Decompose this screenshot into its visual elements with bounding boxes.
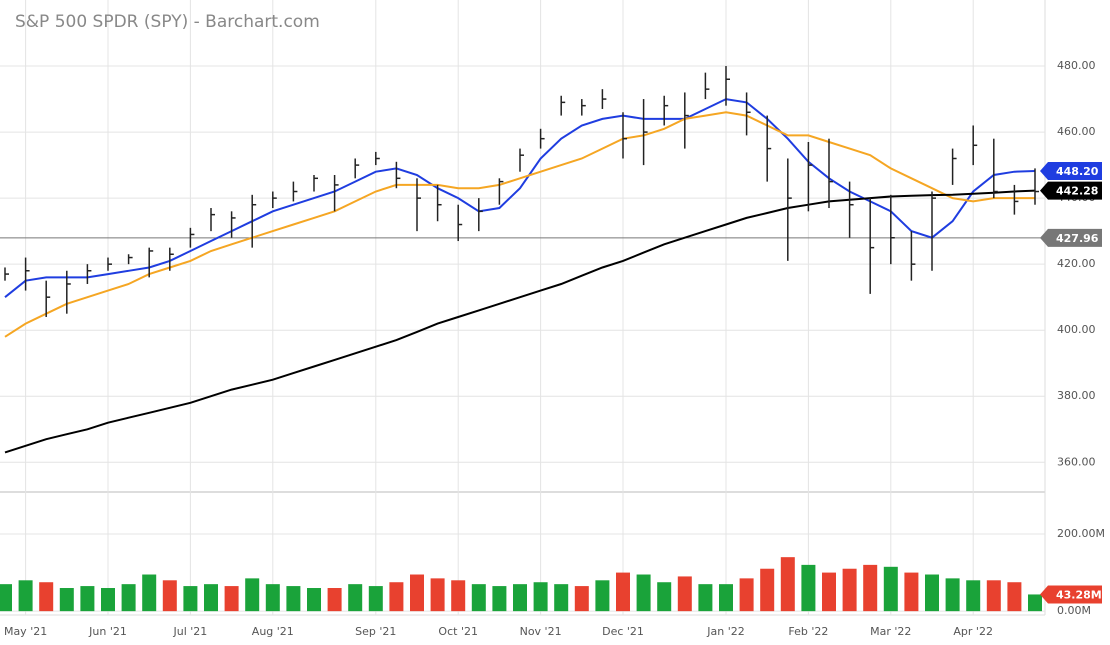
volume-bar xyxy=(698,584,713,612)
volume-bar xyxy=(533,582,548,612)
x-tick-label: Dec '21 xyxy=(602,625,644,638)
chart-title: S&P 500 SPDR (SPY) - Barchart.com xyxy=(15,12,320,32)
volume-bar xyxy=(307,588,321,612)
volume-bar xyxy=(142,574,157,612)
volume-bar xyxy=(59,588,74,612)
volume-bar xyxy=(574,586,589,612)
volume-bar xyxy=(451,580,466,612)
moving-average-line xyxy=(4,189,1036,454)
y-tick-label: 400.00 xyxy=(1057,323,1096,336)
volume-bar xyxy=(966,580,981,612)
x-tick-label: Oct '21 xyxy=(438,625,478,638)
y-tick-label: 200.00M xyxy=(1057,527,1105,540)
volume-bar xyxy=(492,586,507,612)
ma0-tag-label: 448.20 xyxy=(1056,165,1099,178)
volume-bar xyxy=(513,584,527,612)
volume-bar xyxy=(1007,582,1022,612)
volume-bar xyxy=(657,582,672,612)
volume-bar xyxy=(0,584,12,612)
volume-tag-label: 43.28M xyxy=(1056,588,1102,601)
x-tick-label: Aug '21 xyxy=(252,625,294,638)
volume-bar xyxy=(245,578,260,612)
volume-bar xyxy=(1028,594,1042,612)
volume-bar xyxy=(842,568,857,612)
ma0-tag xyxy=(1040,162,1102,181)
y-tick-label: 480.00 xyxy=(1057,59,1096,72)
volume-bar xyxy=(18,580,33,612)
y-tick-label: 0.00M xyxy=(1057,604,1091,617)
y-tick-label: 360.00 xyxy=(1057,455,1096,468)
volume-bar xyxy=(410,574,424,612)
volume-bar xyxy=(780,557,795,612)
x-tick-label: Nov '21 xyxy=(520,625,562,638)
volume-bar xyxy=(389,582,404,612)
x-tick-label: May '21 xyxy=(4,625,47,638)
volume-bar xyxy=(883,566,898,612)
x-tick-label: Jan '22 xyxy=(706,625,744,638)
volume-bar xyxy=(183,586,198,612)
volume-bar xyxy=(636,574,651,612)
volume-bar xyxy=(121,584,136,612)
volume-bar xyxy=(430,578,445,612)
volume-bar xyxy=(204,584,218,612)
volume-bar xyxy=(945,578,960,612)
volume-bar xyxy=(801,564,816,612)
volume-bar xyxy=(286,586,301,612)
x-tick-label: Sep '21 xyxy=(355,625,396,638)
volume-bar xyxy=(760,568,775,612)
volume-bar xyxy=(739,578,754,612)
volume-bar xyxy=(348,584,363,612)
volume-bar xyxy=(368,586,383,612)
volume-bar xyxy=(471,584,486,612)
volume-bar xyxy=(719,584,733,612)
y-tick-label: 460.00 xyxy=(1057,125,1096,138)
volume-bar xyxy=(904,572,919,612)
volume-bar xyxy=(595,580,610,612)
volume-bar xyxy=(616,572,630,612)
volume-bar xyxy=(80,586,95,612)
moving-average-line xyxy=(4,111,1035,338)
x-tick-label: Mar '22 xyxy=(870,625,911,638)
x-tick-label: Feb '22 xyxy=(788,625,828,638)
volume-bar xyxy=(101,588,115,612)
volume-bar xyxy=(224,586,239,612)
reference-tag-label: 427.96 xyxy=(1056,232,1099,245)
volume-tag xyxy=(1040,585,1102,604)
volume-bar xyxy=(162,580,177,612)
volume-bar xyxy=(822,572,836,612)
volume-bar xyxy=(863,564,878,612)
y-tick-label: 380.00 xyxy=(1057,389,1096,402)
volume-bar xyxy=(39,582,54,612)
reference-tag xyxy=(1040,228,1102,247)
x-tick-label: Jun '21 xyxy=(88,625,127,638)
volume-bar xyxy=(327,588,342,612)
x-tick-label: Jul '21 xyxy=(173,625,208,638)
volume-bar xyxy=(265,584,280,612)
volume-bar xyxy=(986,580,1001,612)
y-tick-label: 420.00 xyxy=(1057,257,1096,270)
volume-bar xyxy=(925,574,939,612)
volume-bar xyxy=(677,576,692,612)
volume-bar xyxy=(554,584,569,612)
ma2-tag xyxy=(1040,181,1102,200)
x-tick-label: Apr '22 xyxy=(953,625,993,638)
ma2-tag-label: 442.28 xyxy=(1056,185,1098,198)
